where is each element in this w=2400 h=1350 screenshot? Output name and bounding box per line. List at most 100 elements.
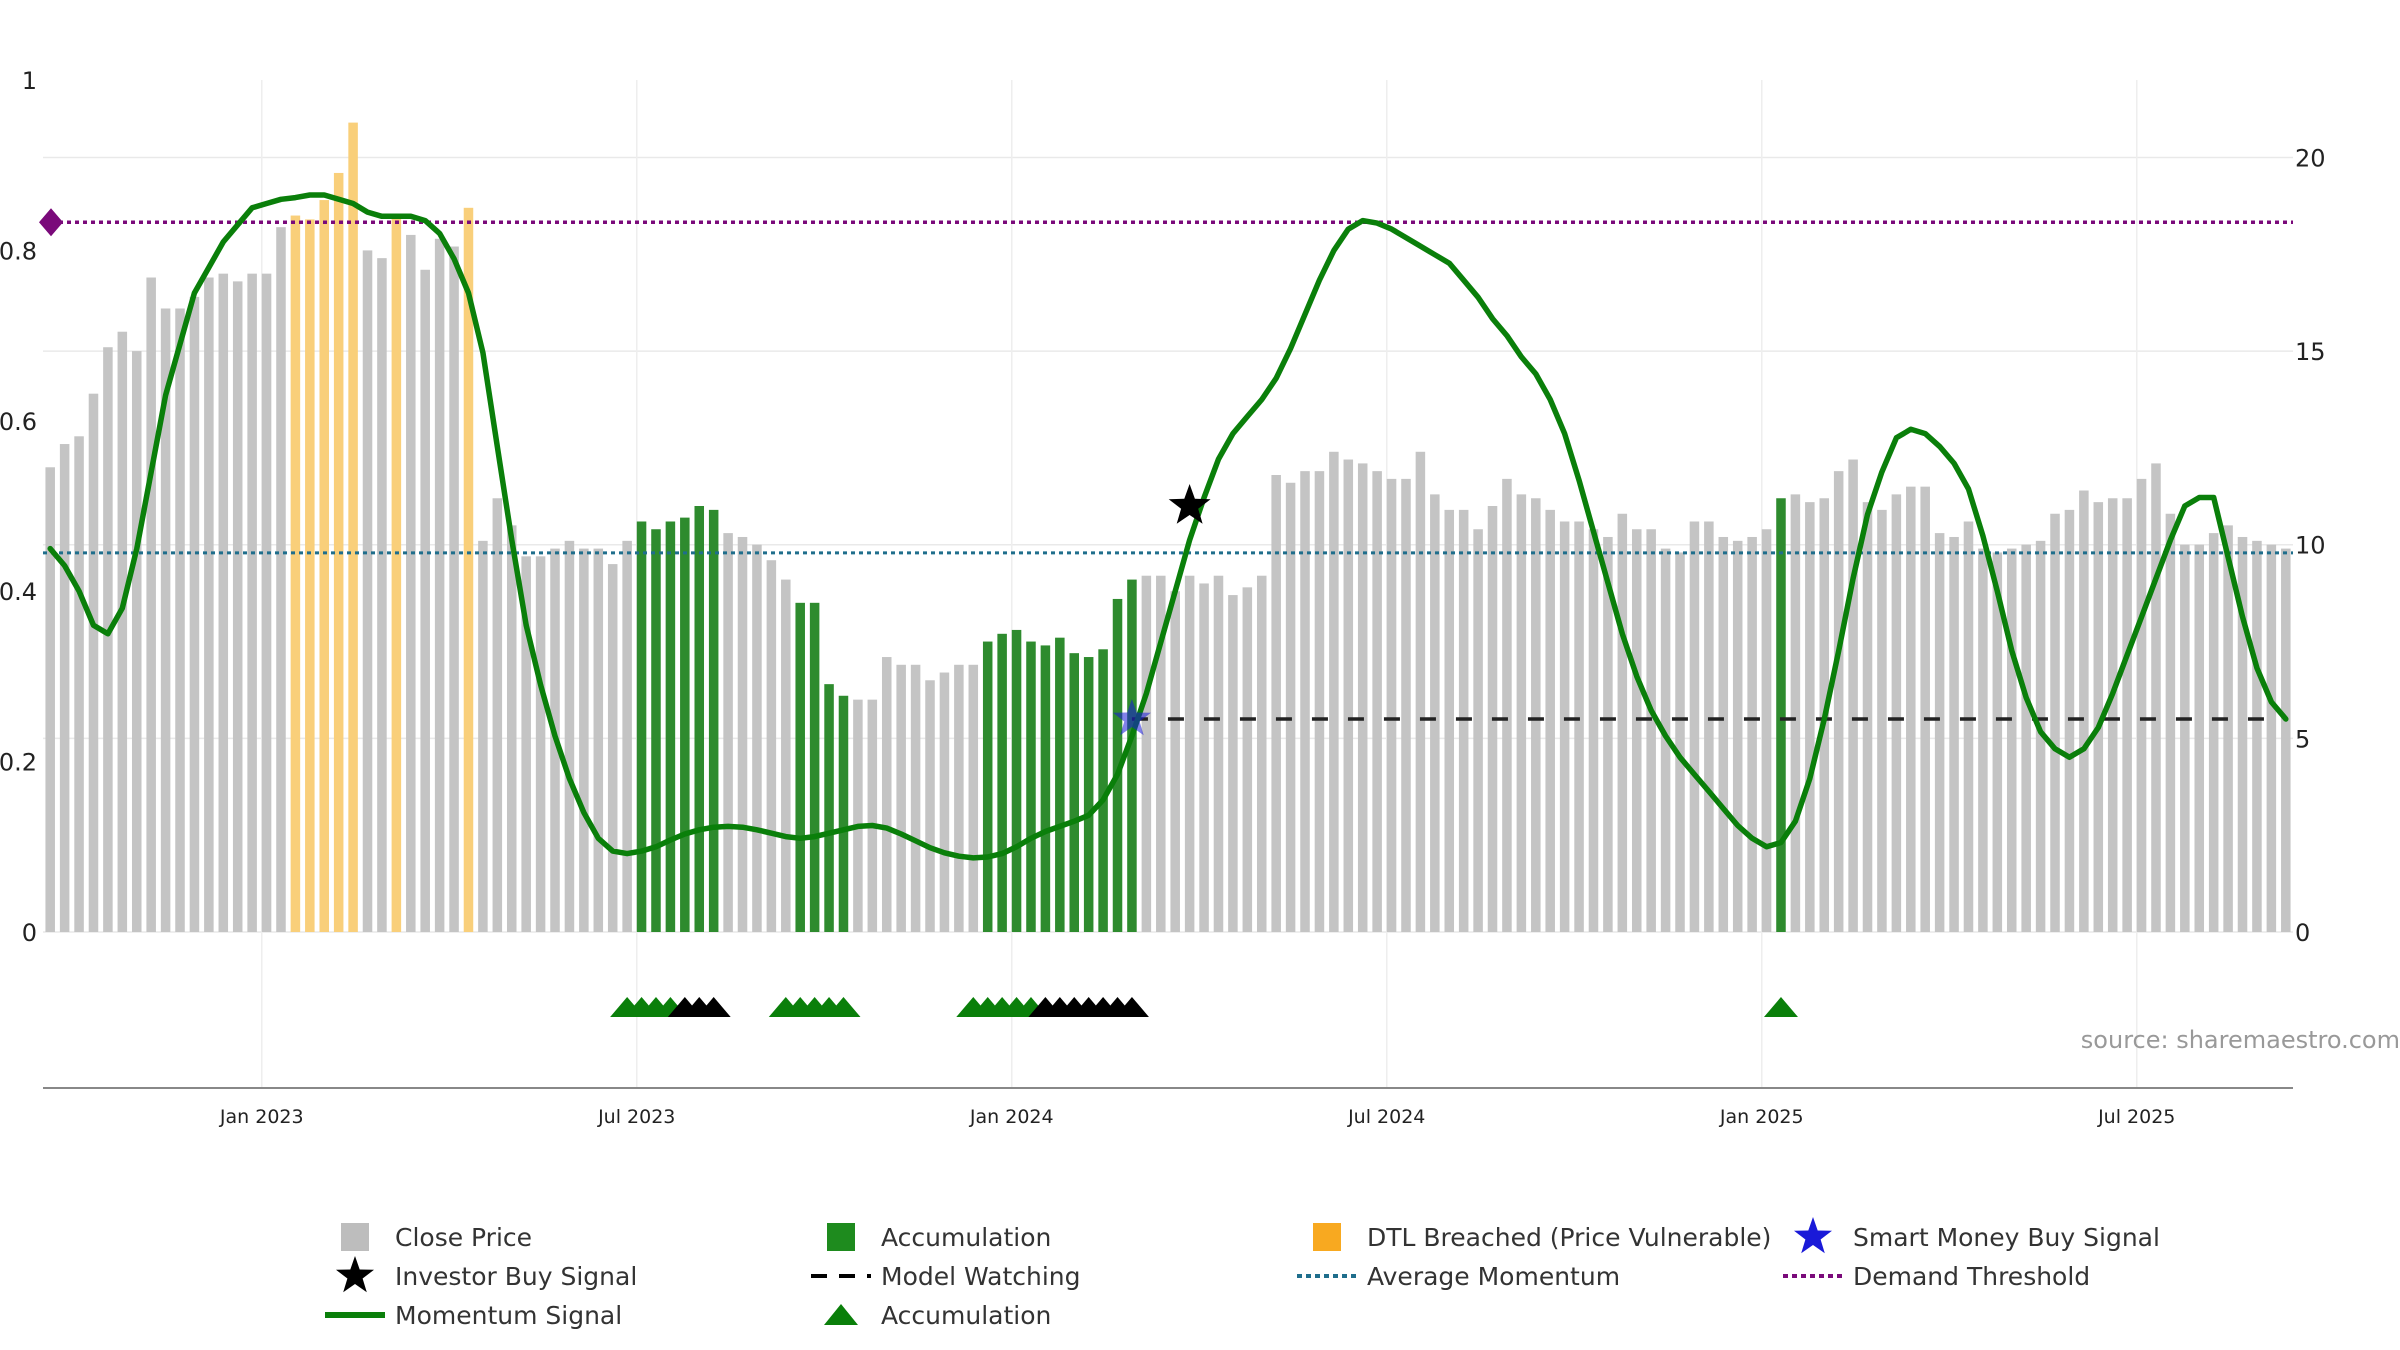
close-price-bar	[1992, 552, 2003, 932]
accumulation-triangle	[826, 997, 861, 1017]
close-price-bar	[1920, 486, 1930, 932]
close-price-bar	[1040, 645, 1051, 932]
close-price-bar	[506, 525, 517, 932]
close-price-bar	[131, 351, 142, 932]
close-price-bar	[1285, 482, 1296, 932]
legend-item: Average Momentum	[1297, 1262, 1620, 1291]
close-price-bar	[1415, 451, 1426, 932]
x-tick-label: Jul 2025	[2097, 1106, 2175, 1128]
close-price-bar	[1199, 583, 1209, 932]
legend-item: Close Price	[341, 1223, 532, 1252]
right-tick-label: 20	[2295, 144, 2326, 172]
close-price-bar	[1473, 529, 1483, 932]
close-price-bar	[1963, 521, 1974, 932]
close-price-bar	[1805, 502, 1815, 932]
close-price-bar	[1372, 471, 1382, 932]
close-price-bar	[1906, 486, 1916, 932]
close-price-bar	[1156, 575, 1166, 932]
close-price-bar	[1848, 459, 1858, 932]
close-price-bar	[2151, 463, 2161, 932]
close-price-bar	[1458, 509, 1469, 932]
close-price-bar	[651, 529, 661, 932]
close-price-bar	[333, 172, 344, 933]
close-price-bar	[1256, 575, 1267, 932]
legend-item: Model Watching	[811, 1262, 1081, 1291]
accumulation-triangle	[1763, 997, 1798, 1017]
close-price-bar	[2122, 498, 2132, 932]
close-price-bar	[1631, 529, 1642, 932]
close-price-bar	[1401, 478, 1411, 932]
close-price-bar	[665, 521, 676, 932]
close-price-bar	[261, 273, 272, 932]
close-price-bar	[579, 548, 589, 932]
close-price-bar	[1069, 653, 1080, 932]
close-price-bar	[752, 544, 762, 932]
close-price-bar	[1271, 475, 1281, 932]
close-price-bar	[838, 695, 849, 932]
close-price-bar	[59, 444, 70, 932]
close-price-bar	[449, 246, 459, 932]
close-price-bar	[1545, 509, 1555, 932]
close-price-bar	[737, 536, 748, 932]
right-tick-label: 0	[2295, 919, 2310, 947]
legend-item: Smart Money Buy Signal	[1794, 1217, 2160, 1254]
x-tick-label: Jul 2024	[1347, 1106, 1425, 1128]
close-price-bar	[1862, 502, 1873, 932]
close-price-bar	[1184, 575, 1195, 932]
close-price-bar	[377, 258, 387, 932]
close-price-bar	[824, 684, 834, 932]
legend-item: Momentum Signal	[325, 1301, 622, 1330]
close-price-bar	[1300, 471, 1310, 932]
x-tick-label: Jan 2023	[219, 1106, 304, 1128]
close-price-bar	[406, 234, 416, 933]
close-price-bar	[2208, 533, 2219, 932]
investor-buy-signal	[1168, 484, 1211, 524]
close-price-bar	[1357, 463, 1368, 932]
close-price-bar	[117, 331, 128, 932]
close-price-bar	[146, 277, 156, 932]
close-price-bar	[1949, 536, 1959, 932]
close-price-bar	[607, 564, 618, 932]
x-tick-label: Jan 2025	[1719, 1106, 1804, 1128]
close-price-bar	[809, 602, 820, 932]
close-price-bar	[1170, 591, 1180, 932]
close-price-bar	[1098, 649, 1108, 932]
x-tick-label: Jan 2024	[969, 1106, 1054, 1128]
close-price-bar	[1603, 536, 1613, 932]
close-price-bar	[2252, 540, 2262, 932]
legend-item: DTL Breached (Price Vulnerable)	[1313, 1223, 1771, 1252]
close-price-bar	[1531, 498, 1541, 932]
legend-label: Accumulation	[881, 1301, 1051, 1330]
close-price-bar	[1574, 521, 1584, 932]
close-price-bar	[1891, 494, 1902, 932]
left-tick-label: 0.2	[0, 749, 37, 777]
legend-item: Demand Threshold	[1783, 1262, 2090, 1291]
legend-marker-square	[1313, 1223, 1341, 1251]
accumulation-triangle	[1114, 997, 1149, 1017]
legend-label: Average Momentum	[1367, 1262, 1620, 1291]
close-price-bar	[2064, 509, 2075, 932]
close-price-bar	[1732, 540, 1743, 932]
legend-marker-triangle	[824, 1304, 858, 1325]
close-price-bar	[2093, 502, 2104, 932]
close-price-bar	[2136, 478, 2147, 932]
close-price-bar	[348, 122, 358, 933]
close-price-bar	[1213, 575, 1224, 932]
x-tick-label: Jul 2023	[597, 1106, 675, 1128]
legend-item: Accumulation	[824, 1301, 1051, 1330]
close-price-bar	[160, 308, 171, 932]
close-price-bar	[1978, 548, 1988, 932]
close-price-bar	[2194, 544, 2205, 932]
close-price-bar	[1790, 494, 1801, 932]
close-price-bar	[521, 556, 531, 932]
close-price-bar	[2079, 490, 2089, 932]
close-price-bar	[492, 498, 503, 932]
close-price-bar	[247, 273, 257, 932]
close-price-bar	[1430, 494, 1440, 932]
close-price-bar	[781, 579, 791, 932]
close-price-bar	[593, 548, 604, 932]
close-price-bar	[867, 699, 878, 932]
close-price-bar	[391, 215, 402, 932]
legend-label: Accumulation	[881, 1223, 1051, 1252]
close-price-bar	[276, 227, 286, 932]
